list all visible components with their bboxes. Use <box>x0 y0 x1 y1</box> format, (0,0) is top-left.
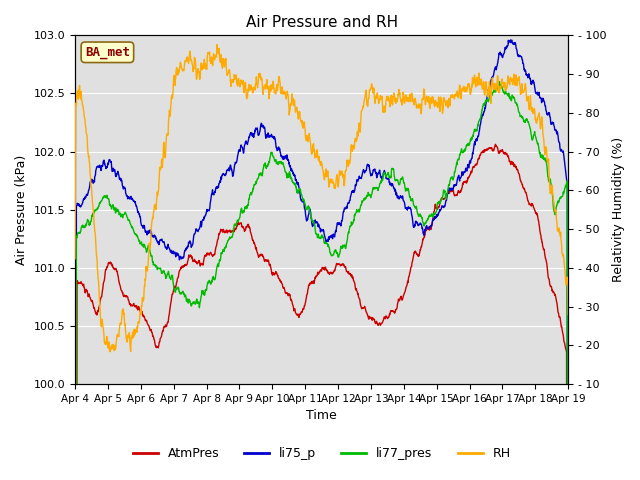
Y-axis label: Relativity Humidity (%): Relativity Humidity (%) <box>612 137 625 282</box>
Y-axis label: Air Pressure (kPa): Air Pressure (kPa) <box>15 155 28 265</box>
X-axis label: Time: Time <box>307 409 337 422</box>
Title: Air Pressure and RH: Air Pressure and RH <box>246 15 397 30</box>
Legend: AtmPres, li75_p, li77_pres, RH: AtmPres, li75_p, li77_pres, RH <box>127 442 516 465</box>
Text: BA_met: BA_met <box>85 46 130 59</box>
